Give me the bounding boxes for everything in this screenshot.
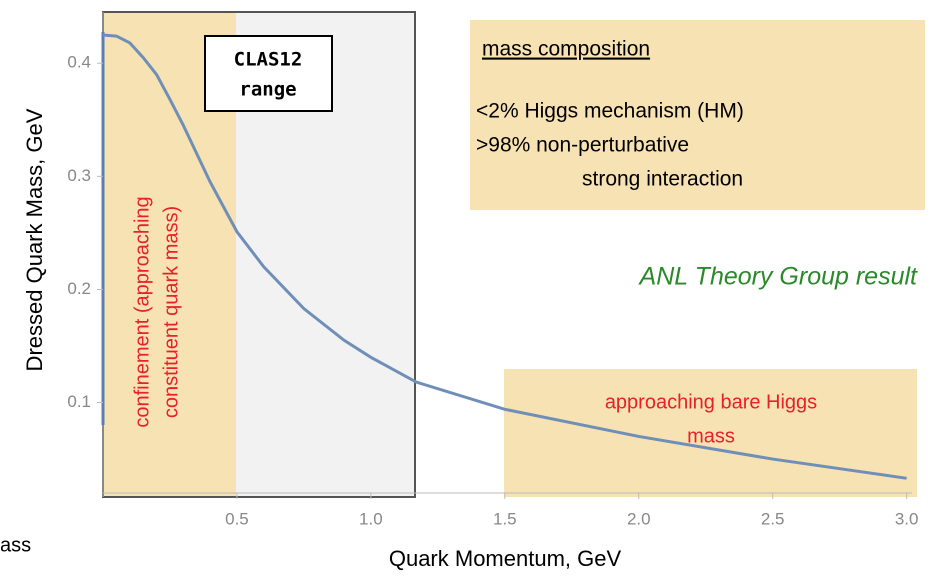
x-tick-label: 0.5 <box>225 509 249 528</box>
confinement-label: constituent quark mass) <box>160 206 182 418</box>
composition-line: strong interaction <box>582 168 743 191</box>
bare-label: approaching bare Higgs <box>605 391 817 413</box>
confinement-label: confinement (approaching <box>131 196 153 427</box>
y-axis-label: Dressed Quark Mass, GeV <box>22 108 47 371</box>
x-tick-label: 3.0 <box>895 509 919 528</box>
composition-line: >98% non-perturbative <box>476 134 689 157</box>
y-tick-label: 0.2 <box>67 279 91 298</box>
cut-text: ass <box>0 534 31 556</box>
composition-title: mass composition <box>482 38 650 61</box>
clas12-label-box <box>204 35 333 112</box>
x-tick-label: 1.5 <box>493 509 517 528</box>
x-tick-label: 2.0 <box>627 509 651 528</box>
x-axis-label: Quark Momentum, GeV <box>389 546 622 571</box>
x-tick-label: 2.5 <box>761 509 785 528</box>
line <box>102 33 907 480</box>
x-tick-label: 1.0 <box>359 509 383 528</box>
clas12-label: CLAS12 <box>234 49 303 71</box>
bare-label: mass <box>687 425 735 447</box>
composition-line: <2% Higgs mechanism (HM) <box>476 100 744 123</box>
composition-box <box>470 20 925 210</box>
y-tick-label: 0.3 <box>67 166 91 185</box>
clas12-label: range <box>239 79 296 101</box>
y-tick-label: 0.1 <box>67 392 91 411</box>
theory-label: ANL Theory Group result <box>638 263 918 291</box>
bare-region <box>504 369 917 497</box>
y-tick-label: 0.4 <box>67 53 91 72</box>
